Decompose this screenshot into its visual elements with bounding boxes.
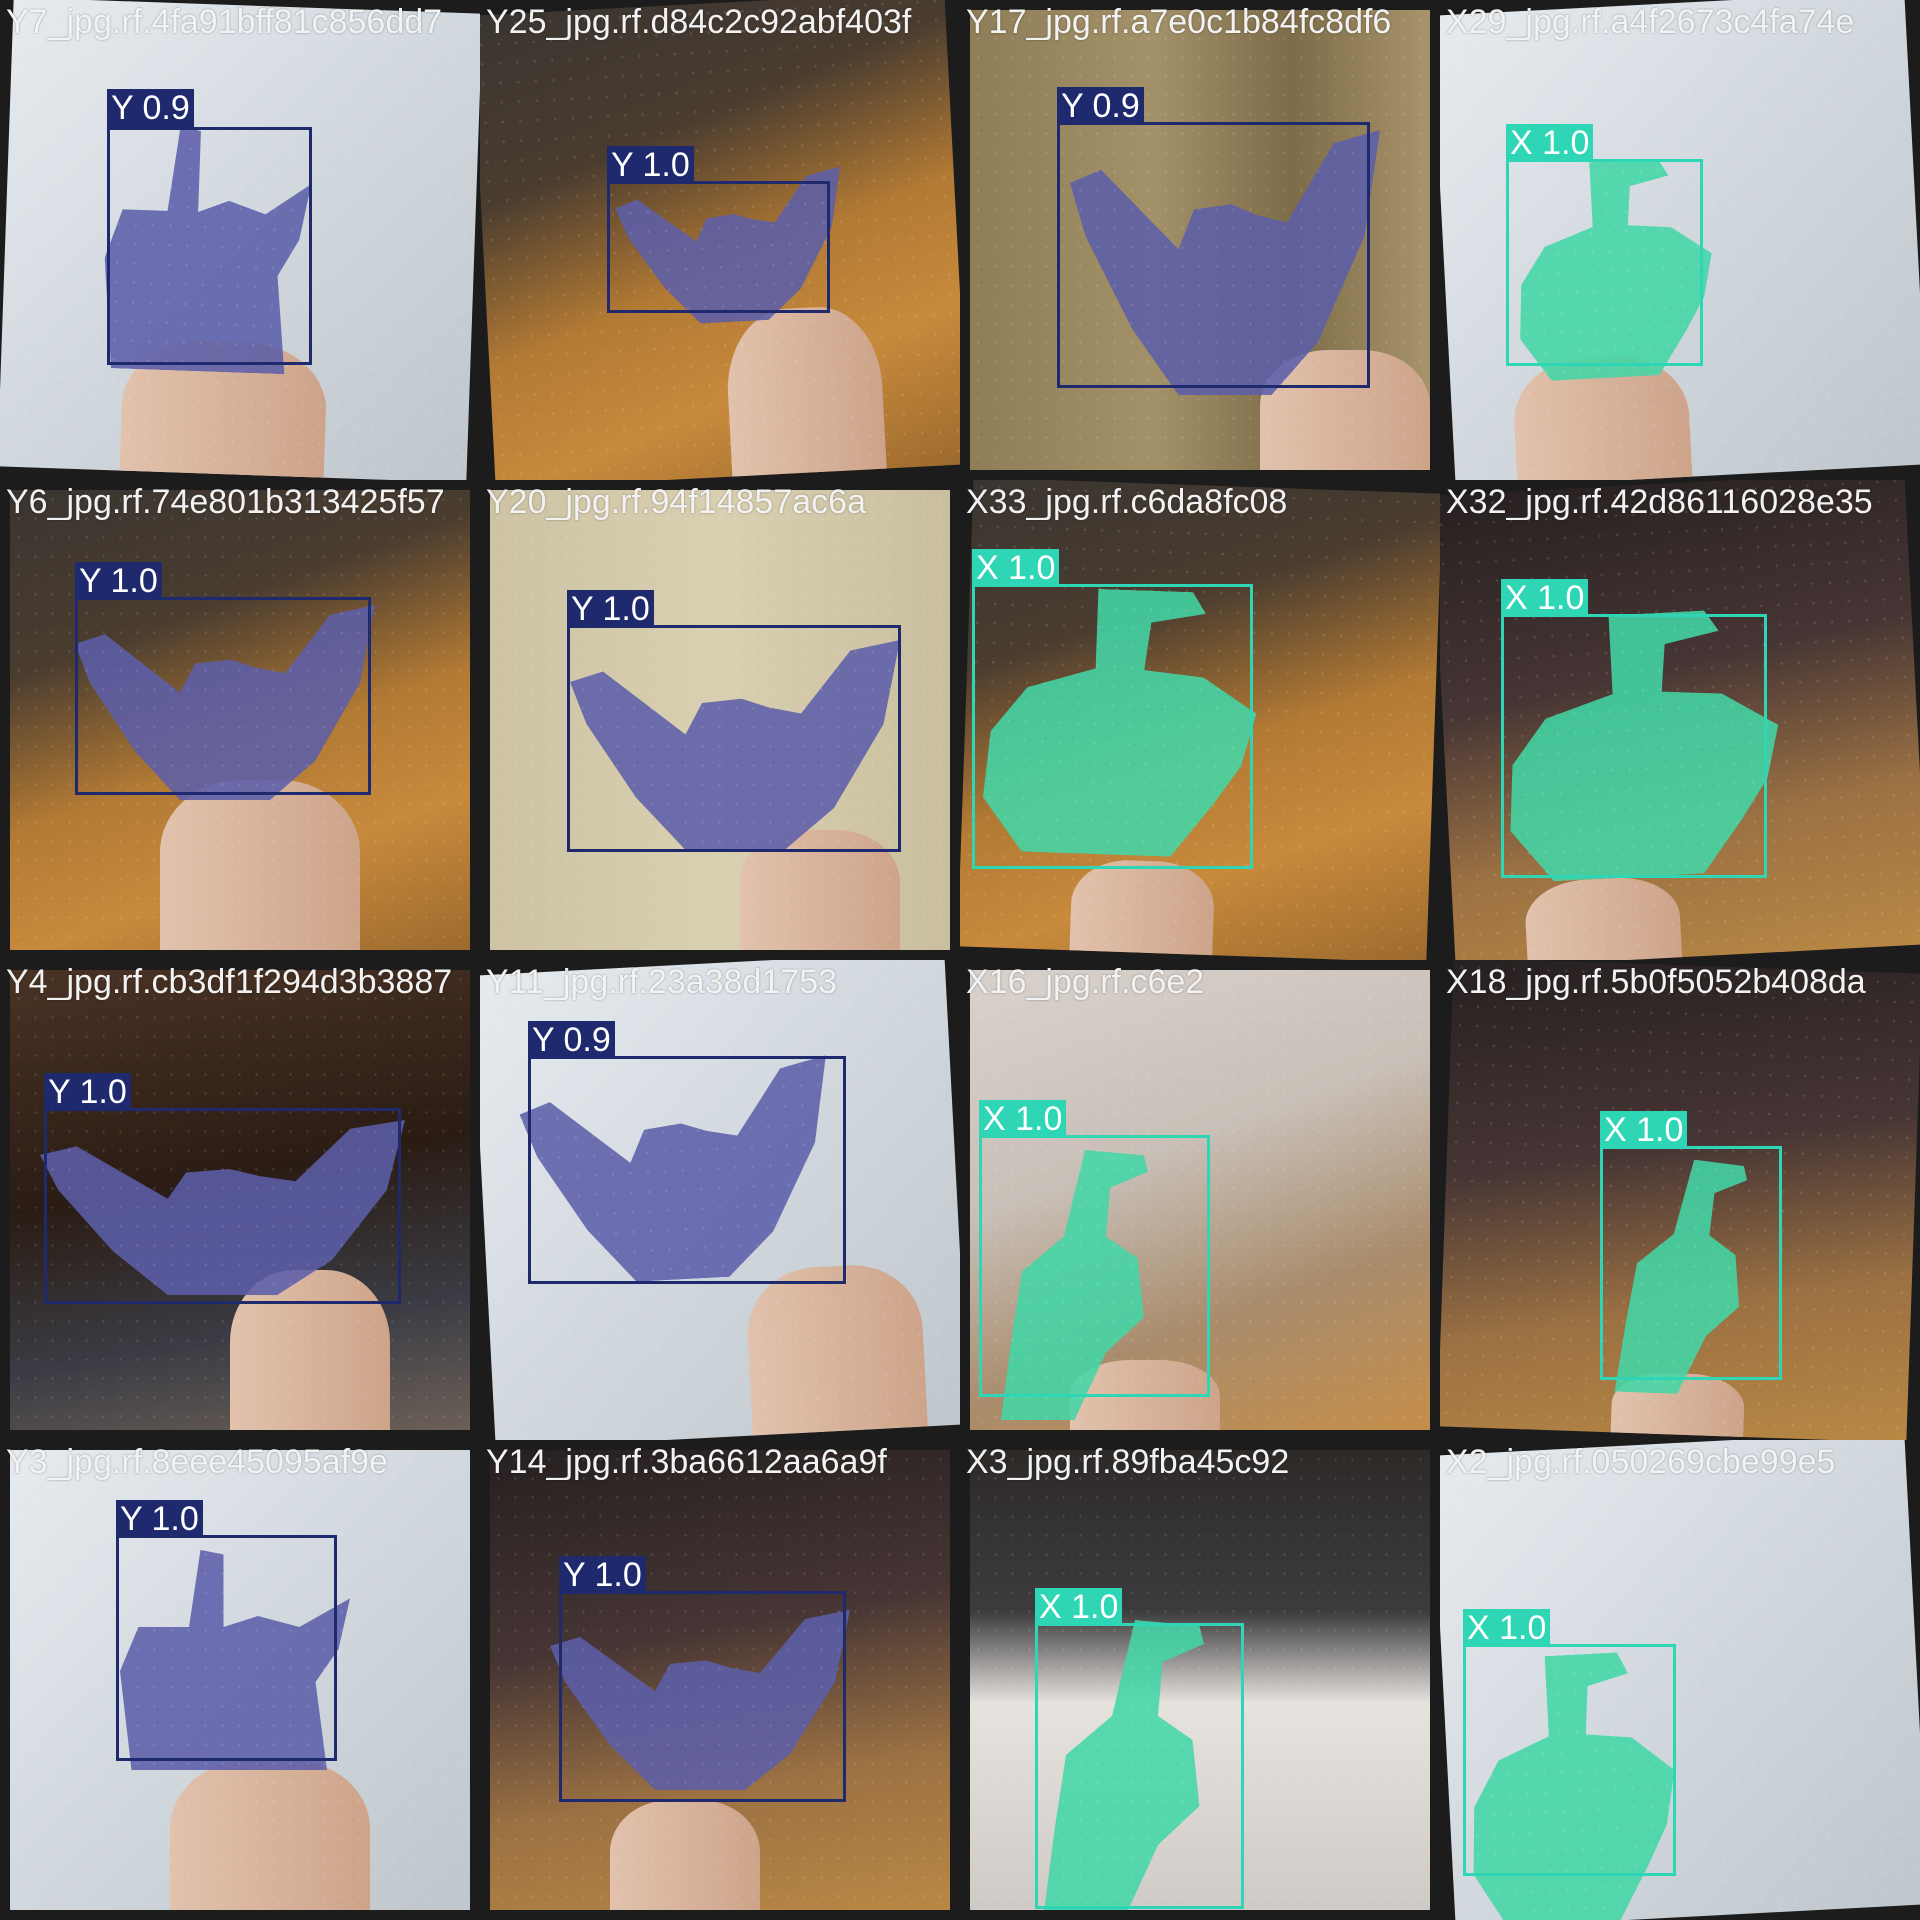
class-confidence-label: X 1.0 [1035,1588,1123,1626]
class-confidence-label: X 1.0 [1600,1111,1688,1149]
image-filename: Y4_jpg.rf.cb3df1f294d3b3887 [6,963,453,1001]
bounding-box [1501,614,1767,878]
tile-1[interactable]: Y 0.9 Y7_jpg.rf.4fa91bff81c856dd7 [0,0,480,480]
image-filename: Y14_jpg.rf.3ba6612aa6a9f [486,1443,887,1481]
tile-9[interactable]: Y 1.0 Y4_jpg.rf.cb3df1f294d3b3887 [0,960,480,1440]
image-filename: Y3_jpg.rf.8eee45095af9e [6,1443,388,1481]
forearm [610,1800,760,1910]
forearm [744,1261,928,1436]
class-confidence-label: X 1.0 [1506,124,1594,162]
bounding-box [607,181,830,313]
bounding-box [972,584,1253,869]
tile-5[interactable]: Y 1.0 Y6_jpg.rf.74e801b313425f57 [0,480,480,960]
tile-11[interactable]: X 1.0 X16_jpg.rf.c6e2 [960,960,1440,1440]
bounding-box [1463,1644,1676,1876]
tile-4[interactable]: X 1.0 X29_jpg.rf.a4f2673c4fa74e [1440,0,1920,480]
tile-14[interactable]: Y 1.0 Y14_jpg.rf.3ba6612aa6a9f [480,1440,960,1920]
image-filename: Y6_jpg.rf.74e801b313425f57 [6,483,445,521]
bounding-box [528,1056,846,1284]
class-confidence-label: X 1.0 [1501,579,1589,617]
image-filename: Y17_jpg.rf.a7e0c1b84fc8df6 [966,3,1392,41]
image-filename: Y7_jpg.rf.4fa91bff81c856dd7 [6,3,443,41]
forearm [1523,874,1684,960]
class-confidence-label: Y 1.0 [44,1073,131,1111]
forearm [160,780,360,950]
tile-15[interactable]: X 1.0 X3_jpg.rf.89fba45c92 [960,1440,1440,1920]
class-confidence-label: Y 1.0 [75,562,162,600]
forearm [723,303,889,480]
image-filename: X29_jpg.rf.a4f2673c4fa74e [1446,3,1855,41]
class-confidence-label: Y 0.9 [1057,87,1144,125]
bounding-box [44,1108,401,1304]
image-filename: X18_jpg.rf.5b0f5052b408da [1446,963,1866,1001]
bounding-box [75,597,371,795]
tile-10[interactable]: Y 0.9 Y11_jpg.rf.23a38d1753 [480,960,960,1440]
tile-13[interactable]: Y 1.0 Y3_jpg.rf.8eee45095af9e [0,1440,480,1920]
class-confidence-label: Y 0.9 [528,1021,615,1059]
class-confidence-label: X 1.0 [1463,1609,1551,1647]
image-filename: X3_jpg.rf.89fba45c92 [966,1443,1290,1481]
image-filename: X32_jpg.rf.42d86116028e35 [1446,483,1873,521]
forearm [1068,858,1216,960]
bounding-box [979,1135,1210,1397]
class-confidence-label: Y 1.0 [116,1500,203,1538]
forearm [170,1760,370,1910]
bounding-box [116,1535,337,1761]
bounding-box [1035,1623,1244,1909]
bounding-box [1506,159,1703,366]
bounding-box [107,127,312,365]
tile-6[interactable]: Y 1.0 Y20_jpg.rf.94f14857ac6a [480,480,960,960]
tile-12[interactable]: X 1.0 X18_jpg.rf.5b0f5052b408da [1440,960,1920,1440]
image-filename: Y20_jpg.rf.94f14857ac6a [486,483,866,521]
image-filename: Y25_jpg.rf.d84c2c92abf403f [486,3,912,41]
image-filename: X16_jpg.rf.c6e2 [966,963,1205,1001]
image-filename: X33_jpg.rf.c6da8fc08 [966,483,1288,521]
tile-8[interactable]: X 1.0 X32_jpg.rf.42d86116028e35 [1440,480,1920,960]
bounding-box [559,1591,846,1802]
image-filename: Y11_jpg.rf.23a38d1753 [486,963,838,1001]
tile-16[interactable]: X 1.0 X2_jpg.rf.050269cbe99e5 [1440,1440,1920,1920]
bounding-box [1057,122,1370,388]
forearm [230,1270,390,1430]
class-confidence-label: Y 1.0 [559,1556,646,1594]
class-confidence-label: Y 1.0 [607,146,694,184]
bounding-box [1600,1146,1782,1380]
bounding-box [567,625,901,852]
image-filename: X2_jpg.rf.050269cbe99e5 [1446,1443,1836,1481]
class-confidence-label: Y 1.0 [567,590,654,628]
class-confidence-label: X 1.0 [979,1100,1067,1138]
class-confidence-label: X 1.0 [972,549,1060,587]
tile-2[interactable]: Y 1.0 Y25_jpg.rf.d84c2c92abf403f [480,0,960,480]
class-confidence-label: Y 0.9 [107,89,194,127]
tile-3[interactable]: Y 0.9 Y17_jpg.rf.a7e0c1b84fc8df6 [960,0,1440,480]
tile-7[interactable]: X 1.0 X33_jpg.rf.c6da8fc08 [960,480,1440,960]
